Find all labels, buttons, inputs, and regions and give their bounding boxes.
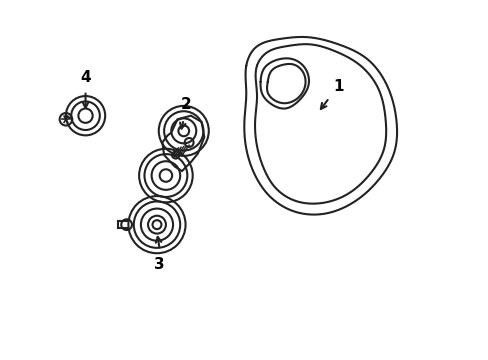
- Text: 3: 3: [154, 257, 164, 273]
- Text: 4: 4: [80, 70, 91, 85]
- Text: 2: 2: [181, 96, 191, 112]
- Text: 1: 1: [332, 79, 343, 94]
